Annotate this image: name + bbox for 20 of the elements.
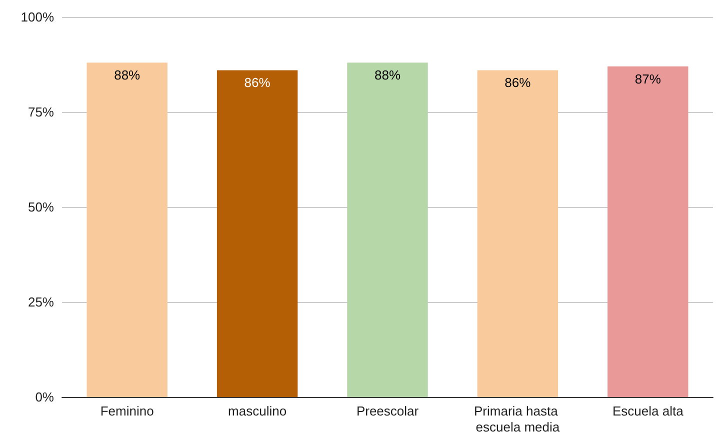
- bar: [608, 66, 688, 397]
- y-tick-label: 50%: [28, 200, 54, 214]
- x-tick-label: Preescolar: [356, 404, 420, 418]
- x-tick-label: Feminino: [100, 404, 154, 418]
- x-tick-label: masculino: [228, 404, 287, 418]
- x-tick-label: Primaria hasta escuela media: [474, 404, 562, 434]
- data-label: 86%: [244, 75, 271, 90]
- y-tick-label: 0%: [35, 390, 54, 404]
- bar: [477, 70, 558, 397]
- data-label: 86%: [504, 75, 532, 90]
- bar: [347, 62, 428, 397]
- y-tick-label: 25%: [28, 294, 54, 310]
- x-tick-label: Escuela alta: [612, 404, 684, 418]
- bar: [86, 62, 168, 397]
- y-tick-label: 75%: [28, 104, 54, 120]
- bar: [216, 70, 298, 397]
- data-label: 88%: [114, 68, 141, 83]
- data-label: 87%: [634, 71, 662, 86]
- data-label: 88%: [374, 68, 401, 83]
- y-tick-label: 100%: [20, 10, 54, 24]
